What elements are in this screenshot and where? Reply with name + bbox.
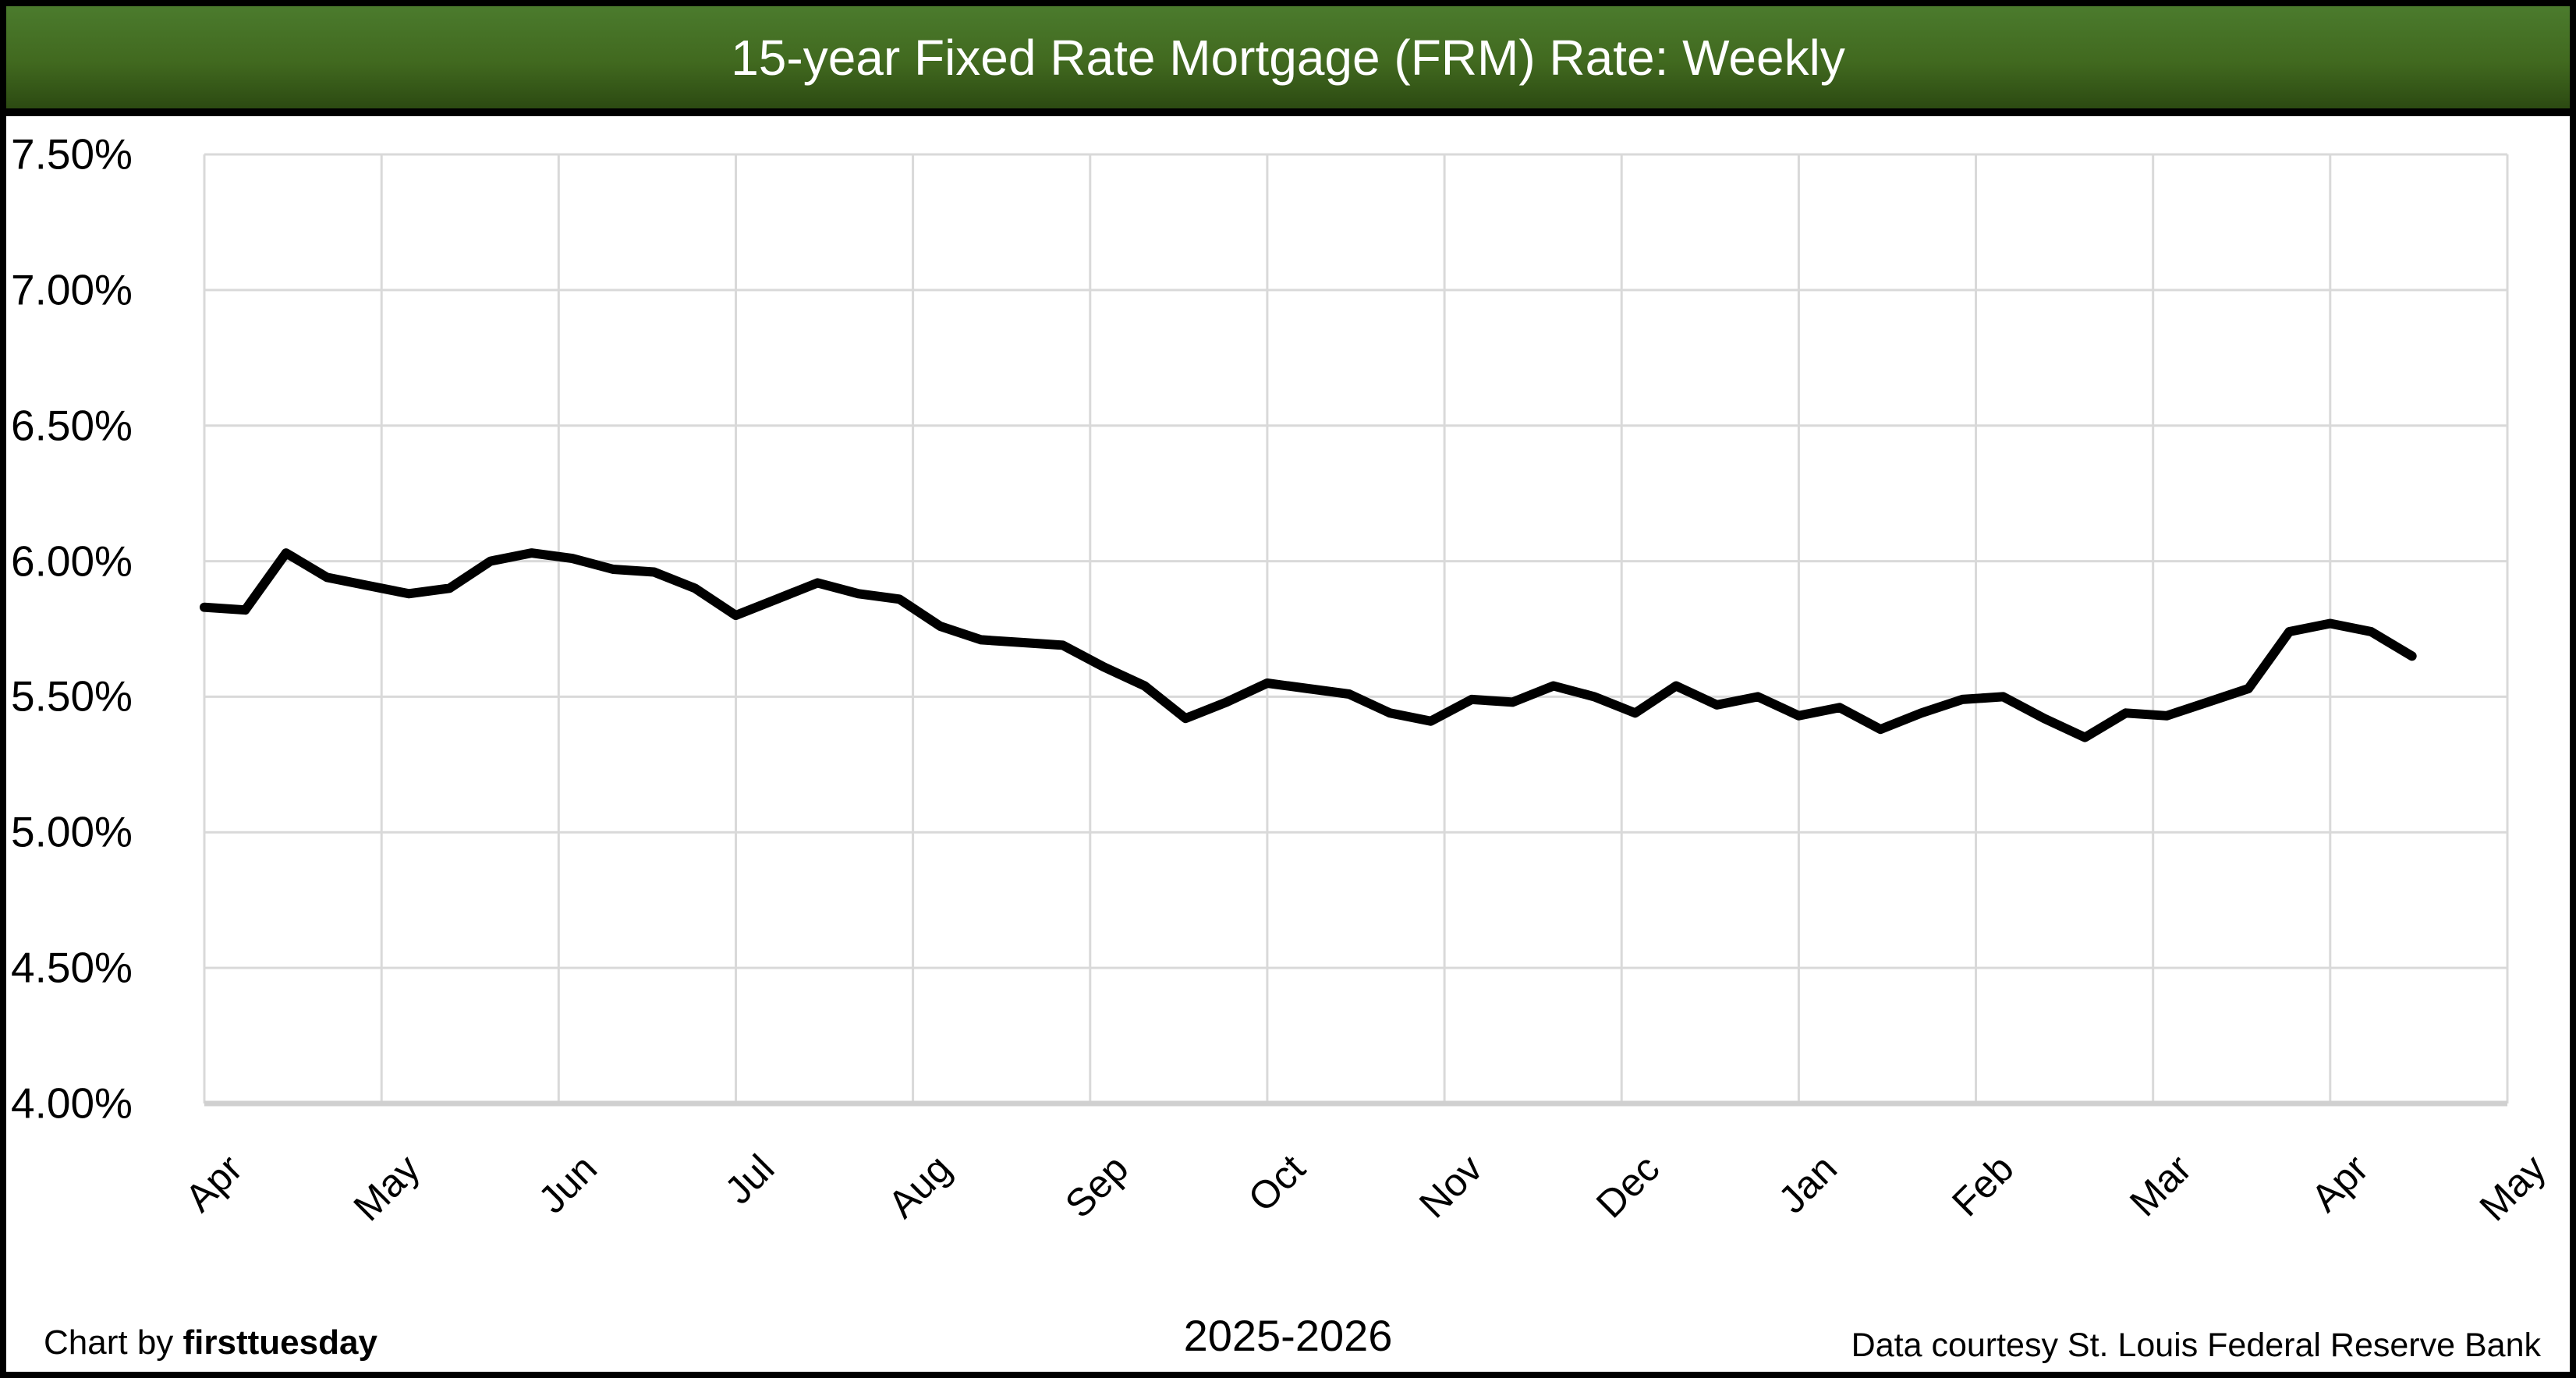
y-axis-tick-label: 4.00%	[11, 1079, 133, 1128]
y-axis-tick-label: 5.50%	[11, 671, 133, 721]
footer-period-label: 2025-2026	[1183, 1311, 1393, 1360]
footer-credit-brand: firsttuesday	[182, 1323, 377, 1362]
chart-title: 15-year Fixed Rate Mortgage (FRM) Rate: …	[731, 29, 1845, 86]
y-axis-tick-label: 7.50%	[11, 129, 133, 179]
footer-credit-prefix: Chart by	[44, 1323, 183, 1362]
title-banner: 15-year Fixed Rate Mortgage (FRM) Rate: …	[6, 6, 2570, 116]
frm-rate-line	[200, 548, 2417, 742]
y-axis-tick-label: 6.00%	[11, 537, 133, 586]
y-axis-tick-label: 5.00%	[11, 807, 133, 856]
y-axis-tick-label: 6.50%	[11, 401, 133, 450]
y-axis-tick-label: 7.00%	[11, 265, 133, 314]
y-axis-tick-label: 4.50%	[11, 943, 133, 992]
footer-credit: Chart by firsttuesday	[44, 1323, 377, 1363]
footer-source-label: Data courtesy St. Louis Federal Reserve …	[1851, 1327, 2541, 1364]
